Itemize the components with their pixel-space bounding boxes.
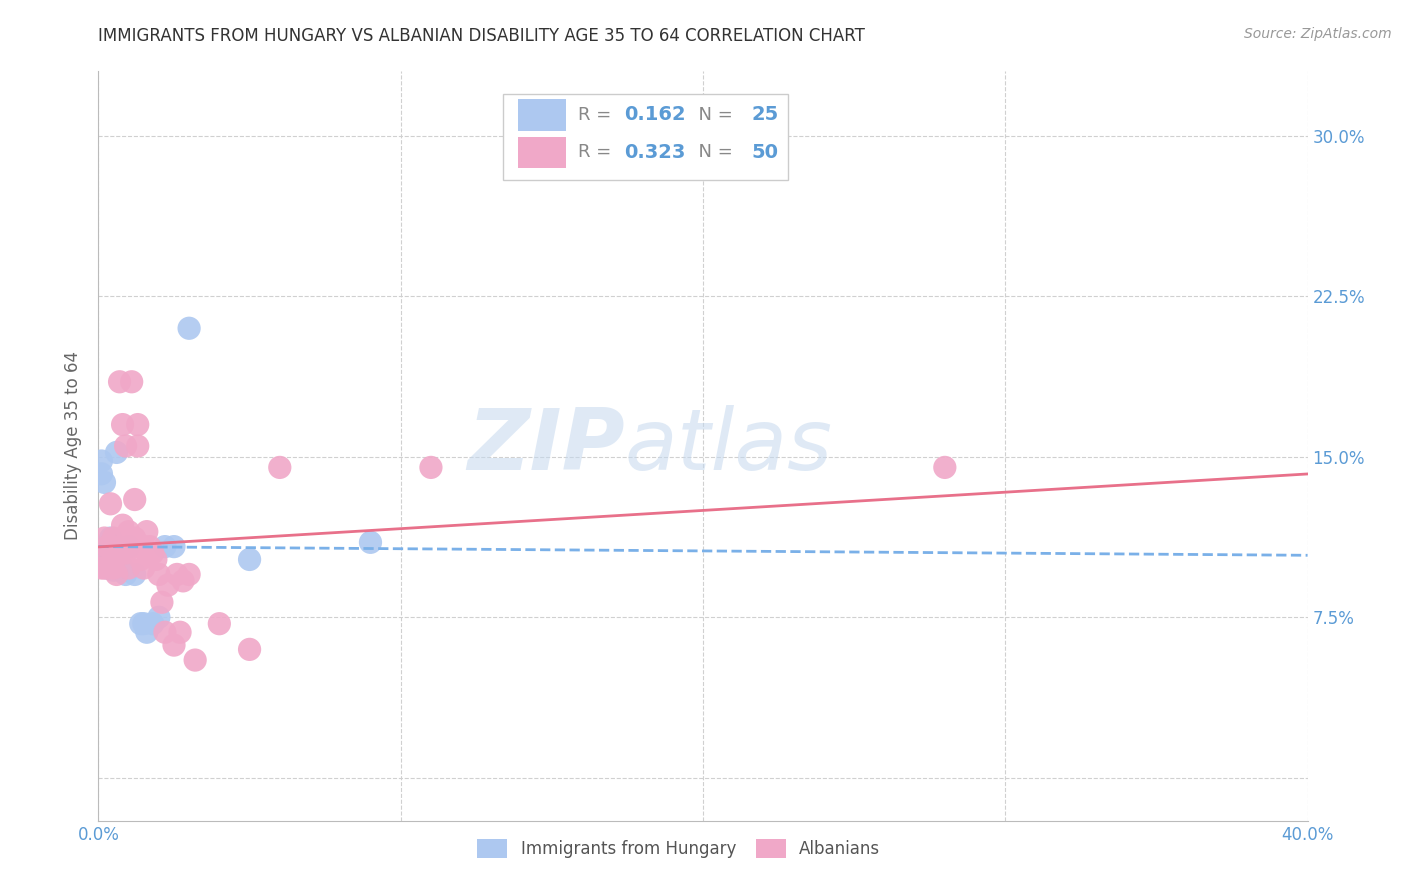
Point [108, 375, 131, 389]
Point [153, 540, 176, 554]
Point [132, 561, 155, 575]
Point [179, 567, 201, 582]
Point [127, 417, 149, 432]
Point [93, 546, 115, 560]
Point [163, 638, 186, 652]
Point [179, 321, 201, 335]
FancyBboxPatch shape [517, 99, 567, 130]
Point [96, 561, 118, 575]
Point [135, 524, 157, 539]
Point [169, 625, 191, 640]
Point [118, 561, 141, 575]
Point [111, 417, 134, 432]
Point [105, 567, 128, 582]
Point [420, 460, 443, 475]
Point [148, 610, 170, 624]
Point [103, 563, 125, 577]
Point [239, 552, 262, 566]
Point [90, 467, 112, 481]
Point [166, 567, 188, 582]
Legend: Immigrants from Hungary, Albanians: Immigrants from Hungary, Albanians [471, 832, 887, 864]
Y-axis label: Disability Age 35 to 64: Disability Age 35 to 64 [65, 351, 83, 541]
Point [132, 540, 155, 554]
Point [93, 561, 115, 575]
Point [121, 375, 143, 389]
FancyBboxPatch shape [517, 136, 567, 168]
Point [127, 439, 149, 453]
Point [139, 540, 162, 554]
Point [156, 578, 179, 592]
Text: ZIP: ZIP [467, 404, 624, 488]
Point [111, 518, 134, 533]
Point [142, 546, 165, 560]
Point [148, 567, 170, 582]
Point [239, 642, 262, 657]
Point [172, 574, 194, 588]
Point [96, 546, 118, 560]
Point [100, 552, 122, 566]
Point [163, 540, 186, 554]
Point [150, 595, 173, 609]
Text: Source: ZipAtlas.com: Source: ZipAtlas.com [1244, 27, 1392, 41]
Point [118, 540, 141, 554]
Point [114, 567, 136, 582]
Point [145, 552, 167, 566]
Point [269, 460, 291, 475]
Point [108, 540, 131, 554]
Point [111, 561, 134, 575]
Point [93, 531, 115, 545]
Point [100, 497, 122, 511]
Point [108, 546, 131, 560]
Point [90, 561, 112, 575]
Point [124, 567, 146, 582]
Text: 0.162: 0.162 [624, 105, 686, 124]
Point [129, 540, 152, 554]
Point [96, 540, 118, 554]
Point [90, 546, 112, 560]
Text: N =: N = [688, 106, 738, 124]
Point [121, 540, 143, 554]
Point [96, 561, 118, 575]
Point [124, 531, 146, 545]
Point [105, 546, 128, 560]
Text: atlas: atlas [624, 404, 832, 488]
Point [93, 475, 115, 490]
Point [135, 546, 157, 560]
Point [934, 460, 956, 475]
Text: 25: 25 [751, 105, 779, 124]
Text: 0.323: 0.323 [624, 143, 686, 161]
Point [103, 531, 125, 545]
Point [114, 546, 136, 560]
Point [90, 454, 112, 468]
Point [129, 552, 152, 566]
Text: 50: 50 [751, 143, 779, 161]
Point [124, 492, 146, 507]
Point [132, 616, 155, 631]
Text: N =: N = [688, 144, 738, 161]
Point [129, 616, 152, 631]
Point [105, 445, 128, 459]
Point [208, 616, 231, 631]
Point [100, 540, 122, 554]
Point [118, 524, 141, 539]
Text: IMMIGRANTS FROM HUNGARY VS ALBANIAN DISABILITY AGE 35 TO 64 CORRELATION CHART: IMMIGRANTS FROM HUNGARY VS ALBANIAN DISA… [98, 27, 865, 45]
FancyBboxPatch shape [503, 94, 787, 180]
Point [135, 625, 157, 640]
Point [100, 531, 122, 545]
Point [153, 625, 176, 640]
Point [142, 616, 165, 631]
Point [103, 561, 125, 575]
Point [360, 535, 382, 549]
Text: R =: R = [578, 106, 617, 124]
Point [184, 653, 207, 667]
Text: R =: R = [578, 144, 617, 161]
Point [114, 439, 136, 453]
